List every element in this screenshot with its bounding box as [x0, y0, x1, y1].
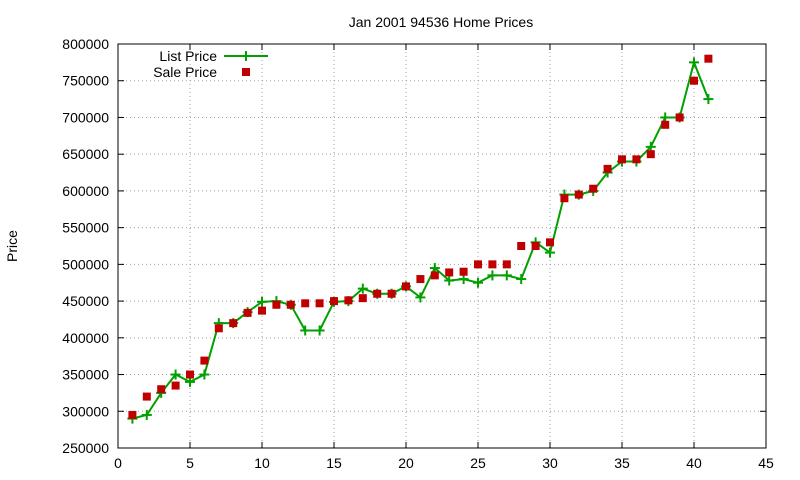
list-price-point — [300, 325, 311, 336]
x-tick-label: 25 — [470, 455, 486, 471]
x-tick-label: 40 — [686, 455, 702, 471]
list-price-point — [257, 296, 267, 307]
list-price-point — [487, 270, 498, 281]
sale-price-point — [675, 113, 684, 122]
y-tick-label: 650000 — [62, 146, 109, 162]
sale-price-point — [546, 238, 554, 247]
grid-layer — [118, 44, 766, 448]
sale-price-point — [618, 155, 626, 164]
y-tick-label: 400000 — [62, 330, 109, 346]
chart-title: Jan 2001 94536 Home Prices — [349, 14, 533, 30]
list-price-point — [314, 325, 325, 336]
list-price-point — [429, 263, 440, 274]
sale-price-point — [200, 356, 209, 365]
list-price-point — [199, 369, 210, 380]
sale-price-point — [517, 242, 526, 250]
legend-list-price-label: List Price — [159, 48, 217, 64]
sale-price-point — [358, 294, 367, 303]
sale-price-point — [560, 194, 569, 203]
x-tick-label: 45 — [758, 455, 774, 471]
list-price-point — [458, 274, 469, 285]
sale-price-point — [286, 300, 295, 309]
sale-price-point — [589, 184, 598, 193]
y-tick-label: 500000 — [62, 256, 109, 272]
y-tick-label: 450000 — [62, 293, 109, 309]
sale-price-point — [272, 300, 281, 309]
y-tick-label: 550000 — [62, 220, 109, 236]
list-price-point — [415, 292, 426, 303]
list-price-point — [689, 57, 699, 68]
y-tick-label: 300000 — [62, 403, 109, 419]
y-tick-label: 700000 — [62, 109, 109, 125]
x-tick-label: 10 — [254, 455, 270, 471]
sale-price-point — [142, 392, 151, 401]
sale-price-point — [632, 155, 641, 164]
list-price-point — [185, 376, 195, 387]
list-price-point — [660, 112, 671, 123]
sale-price-point — [502, 260, 511, 269]
y-tick-label: 350000 — [62, 367, 109, 383]
y-tick-label: 800000 — [62, 36, 109, 52]
x-tick-label: 35 — [614, 455, 630, 471]
x-tick-label: 30 — [542, 455, 558, 471]
x-tick-label: 20 — [398, 455, 414, 471]
legend-sale-price-label: Sale Price — [153, 64, 217, 80]
sale-price-point — [574, 190, 583, 199]
sale-price-point — [171, 381, 180, 390]
list-price-point — [473, 277, 483, 288]
sale-price-point — [661, 120, 670, 129]
x-tick-label: 5 — [186, 455, 194, 471]
sale-price-point — [416, 275, 425, 284]
sale-price-point — [301, 299, 310, 308]
x-tick-label: 0 — [114, 455, 122, 471]
list-price-point — [501, 270, 512, 281]
sale-price-point — [646, 150, 655, 159]
sale-price-point — [229, 319, 238, 328]
sale-price-point — [315, 299, 324, 308]
list-price-point — [141, 409, 152, 420]
sale-price-point — [459, 267, 468, 276]
sale-price-point — [402, 282, 410, 291]
sale-price-point — [531, 242, 540, 250]
sale-price-point — [690, 76, 698, 85]
sale-price-point — [344, 296, 353, 305]
sale-price-point — [474, 260, 482, 269]
sale-price-point — [243, 308, 252, 317]
list-price-point — [545, 247, 555, 258]
tick-layer: 0 5 10 15 20 25 30 35 40 45 250000 300000 350000 4000… — [62, 36, 774, 471]
sale-price-point — [373, 289, 382, 298]
sale-price-point — [488, 260, 497, 269]
y-tick-label: 750000 — [62, 73, 109, 89]
sale-price-point — [603, 164, 612, 173]
sale-price-point — [258, 306, 266, 315]
sale-price-point — [128, 410, 137, 419]
sale-price-point — [387, 289, 396, 298]
sale-price-point — [157, 385, 166, 394]
sale-price-point — [430, 271, 439, 280]
y-tick-label: 600000 — [62, 183, 109, 199]
legend-list-price-marker — [241, 51, 251, 61]
sale-price-point — [214, 324, 223, 333]
list-price-point — [170, 369, 181, 380]
list-price-point — [516, 274, 527, 285]
legend-sale-price-marker — [242, 68, 250, 76]
series-layer — [127, 54, 714, 424]
sale-price-point — [186, 370, 194, 379]
list-price-point — [444, 275, 455, 286]
y-tick-label: 250000 — [62, 440, 109, 456]
sale-price-point — [330, 297, 338, 306]
plot-frame — [117, 43, 767, 449]
y-axis-label: Price — [4, 230, 20, 262]
sale-price-point — [445, 268, 454, 277]
x-tick-label: 15 — [326, 455, 342, 471]
list-price-point — [357, 283, 368, 294]
list-price-point — [645, 141, 656, 152]
list-price-point — [703, 94, 714, 105]
sale-price-point — [704, 54, 713, 63]
